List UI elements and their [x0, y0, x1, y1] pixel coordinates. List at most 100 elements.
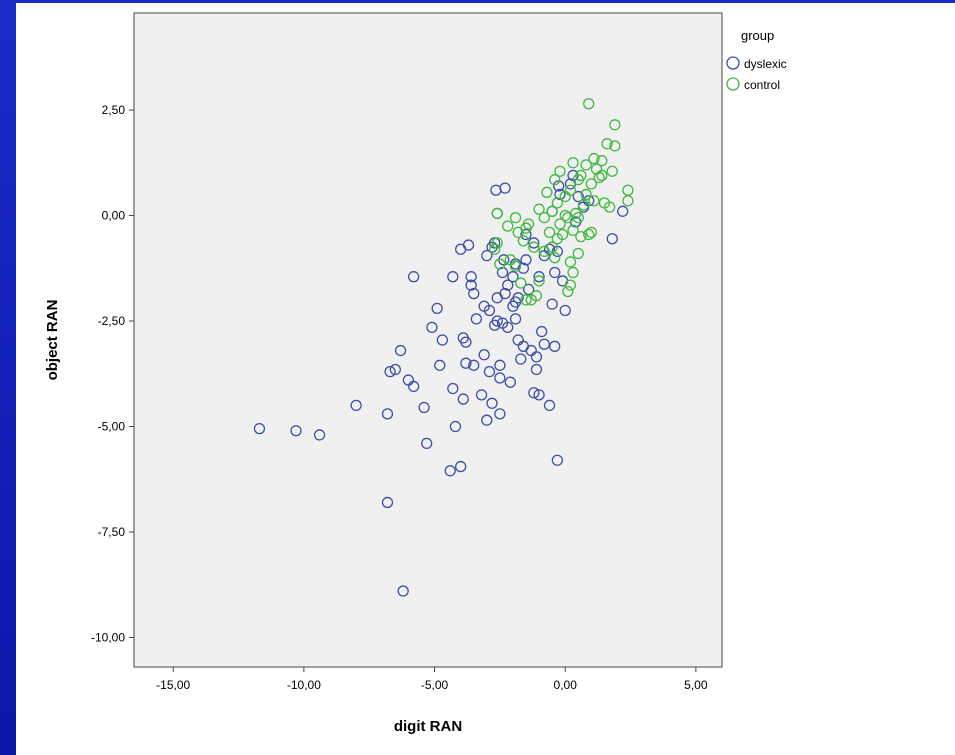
data-point-dyslexic	[460, 357, 472, 369]
data-point-control	[583, 98, 595, 110]
data-point-control	[588, 152, 600, 165]
data-point-dyslexic	[494, 359, 506, 371]
data-point-control	[567, 224, 579, 236]
data-point-control	[583, 228, 595, 241]
data-point-control	[549, 252, 561, 264]
data-point-control	[525, 294, 537, 306]
data-point-dyslexic	[394, 344, 407, 357]
data-point-dyslexic	[559, 304, 571, 317]
data-point-control	[517, 235, 530, 247]
data-point-dyslexic	[520, 228, 532, 241]
data-point-control	[509, 211, 522, 224]
data-point-dyslexic	[553, 180, 565, 192]
data-point-control	[491, 207, 503, 220]
data-point-dyslexic	[449, 420, 462, 433]
data-point-dyslexic	[512, 292, 524, 304]
data-point-control	[588, 195, 600, 207]
data-point-control	[596, 169, 608, 182]
data-point-dyslexic	[460, 336, 472, 348]
data-point-dyslexic	[549, 266, 561, 279]
data-point-control	[567, 157, 579, 169]
legend-label-dyslexic: dyslexic	[744, 57, 787, 71]
plot-area	[133, 12, 723, 668]
data-point-control	[554, 165, 566, 177]
data-point-control	[609, 140, 621, 152]
data-point-dyslexic	[421, 437, 433, 450]
data-point-dyslexic	[447, 382, 459, 395]
data-point-control	[585, 226, 597, 239]
data-point-dyslexic	[538, 338, 550, 350]
data-point-dyslexic	[549, 340, 561, 352]
legend-title: group	[741, 28, 774, 43]
data-point-dyslexic	[444, 465, 456, 477]
data-point-dyslexic	[475, 389, 488, 401]
y-tick-label: 0,00	[102, 209, 126, 223]
data-point-dyslexic	[494, 372, 506, 384]
data-point-dyslexic	[481, 249, 493, 262]
data-point-dyslexic	[502, 321, 514, 333]
data-point-dyslexic	[515, 353, 527, 365]
data-point-control	[622, 195, 634, 207]
data-point-control	[567, 266, 579, 279]
data-point-dyslexic	[457, 393, 469, 405]
data-point-dyslexic	[290, 425, 302, 437]
data-point-dyslexic	[455, 460, 467, 473]
data-point-dyslexic	[536, 325, 548, 338]
data-point-dyslexic	[606, 233, 618, 245]
x-tick-label: -10,00	[287, 678, 321, 692]
data-point-control	[546, 205, 558, 217]
data-point-control	[543, 226, 556, 239]
data-point-control	[546, 241, 558, 253]
data-point-control	[533, 275, 545, 287]
data-point-dyslexic	[465, 271, 477, 283]
data-point-control	[564, 279, 577, 291]
data-point-dyslexic	[502, 279, 514, 291]
data-points	[253, 98, 634, 597]
data-point-dyslexic	[499, 182, 511, 194]
data-point-control	[559, 190, 571, 203]
data-point-control	[551, 197, 564, 209]
data-point-control	[598, 197, 611, 209]
data-point-dyslexic	[418, 401, 430, 414]
data-point-control	[549, 174, 561, 186]
x-axis-label: digit RAN	[394, 718, 462, 735]
data-point-dyslexic	[499, 287, 511, 300]
data-point-control	[577, 199, 590, 211]
data-point-dyslexic	[397, 585, 409, 597]
data-point-control	[606, 165, 618, 177]
x-tick-label: -15,00	[156, 678, 190, 692]
legend-marker-dyslexic	[726, 56, 740, 70]
y-tick-label: -2,50	[98, 314, 126, 328]
left-accent-bar	[0, 0, 16, 755]
data-point-control	[494, 258, 506, 270]
y-tick-label: 2,50	[102, 103, 126, 117]
data-point-control	[504, 254, 516, 266]
data-point-control	[520, 294, 532, 306]
data-point-dyslexic	[520, 254, 532, 266]
data-point-dyslexic	[486, 397, 498, 409]
data-point-dyslexic	[507, 271, 519, 283]
data-point-control	[551, 233, 564, 245]
data-point-control	[538, 211, 550, 224]
data-point-dyslexic	[483, 365, 496, 378]
data-point-control	[559, 209, 571, 222]
data-point-dyslexic	[530, 363, 543, 376]
data-point-control	[528, 241, 540, 253]
data-point-control	[575, 230, 587, 243]
data-point-dyslexic	[509, 313, 522, 325]
legend-label-control: control	[744, 78, 780, 92]
data-point-dyslexic	[522, 283, 535, 296]
data-point-dyslexic	[533, 271, 545, 283]
data-point-control	[515, 277, 527, 289]
x-tick-label: 0,00	[554, 678, 578, 692]
x-tick-label: 5,00	[684, 678, 708, 692]
data-point-dyslexic	[407, 380, 420, 393]
data-point-control	[596, 155, 608, 167]
data-point-dyslexic	[496, 266, 509, 279]
data-point-dyslexic	[481, 414, 493, 426]
data-point-dyslexic	[528, 237, 540, 249]
y-axis-label: object RAN	[44, 300, 61, 381]
data-point-dyslexic	[381, 408, 394, 420]
data-point-dyslexic	[498, 254, 510, 266]
